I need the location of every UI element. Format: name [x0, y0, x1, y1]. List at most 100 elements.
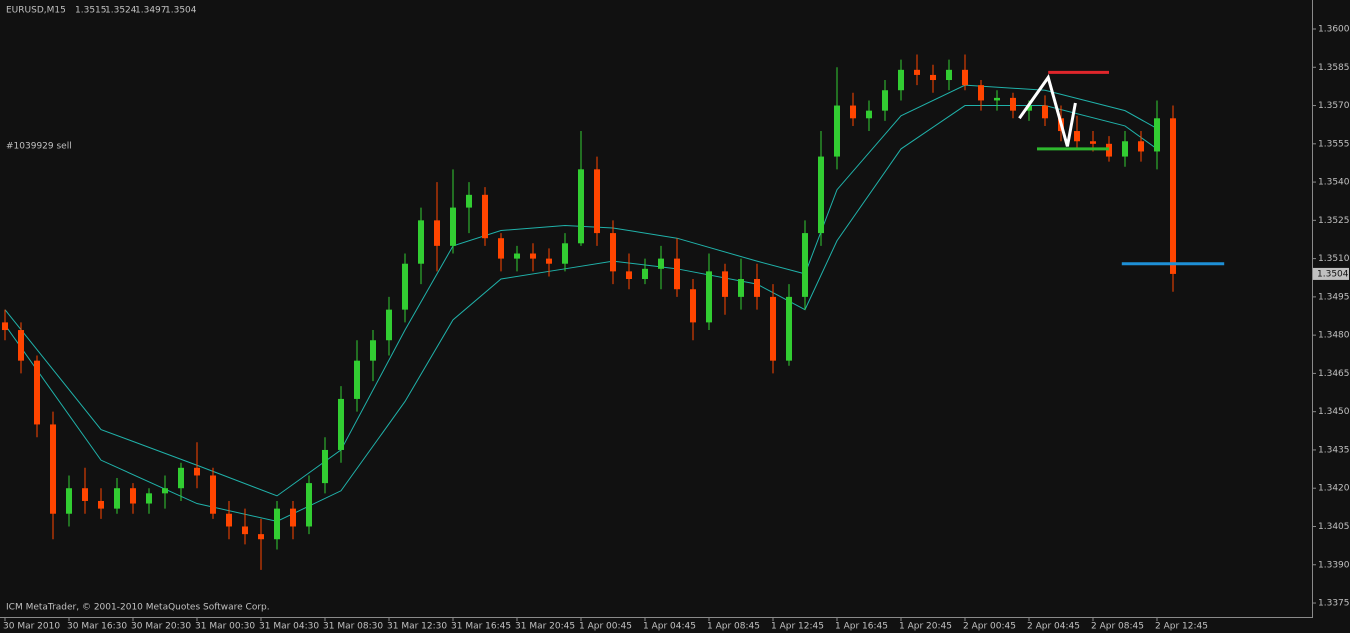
candle-body — [178, 467, 184, 489]
candle-body — [994, 97, 1000, 101]
candle-body — [450, 207, 456, 246]
candle-body — [258, 534, 264, 540]
y-tick-label: 1.3555 — [1318, 139, 1350, 149]
candle-body — [578, 169, 584, 244]
x-tick-label: 1 Apr 20:45 — [899, 622, 952, 632]
x-tick-label: 1 Apr 12:45 — [771, 622, 824, 632]
y-tick-label: 1.3465 — [1318, 369, 1350, 379]
header-quote: 1.3515 — [75, 6, 107, 16]
candle-body — [930, 74, 936, 81]
candle-body — [338, 398, 344, 450]
candle-body — [1074, 131, 1080, 142]
y-tick-label: 1.3495 — [1318, 292, 1350, 302]
y-tick-label: 1.3480 — [1318, 331, 1350, 341]
y-tick-label: 1.3570 — [1318, 101, 1350, 111]
candle-body — [18, 330, 24, 361]
candle-body — [82, 488, 88, 501]
last-price-box — [1313, 267, 1349, 280]
x-tick-label: 2 Apr 12:45 — [1155, 622, 1208, 632]
chart-title: EURUSD,M15 — [6, 6, 66, 16]
candle-body — [98, 500, 104, 509]
candle-body — [706, 271, 712, 323]
x-tick-label: 2 Apr 00:45 — [963, 622, 1016, 632]
last-price-label: 1.3504 — [1317, 269, 1349, 279]
candle-body — [946, 69, 952, 81]
candle-body — [1010, 97, 1016, 111]
candle-body — [226, 513, 232, 527]
candle-body — [1170, 118, 1176, 274]
x-tick-label: 1 Apr 16:45 — [835, 622, 888, 632]
candle-body — [418, 220, 424, 264]
candle-body — [626, 271, 632, 280]
y-tick-label: 1.3450 — [1318, 407, 1350, 417]
candle-body — [290, 508, 296, 527]
candle-body — [1026, 105, 1032, 111]
x-tick-label: 2 Apr 04:45 — [1027, 622, 1080, 632]
candle-body — [690, 289, 696, 323]
candle-body — [802, 233, 808, 297]
candle-body — [210, 475, 216, 514]
y-tick-label: 1.3600 — [1318, 25, 1350, 35]
candle-body — [818, 156, 824, 234]
candle-body — [386, 309, 392, 341]
y-tick-label: 1.3510 — [1318, 254, 1350, 264]
x-tick-label: 1 Apr 08:45 — [707, 622, 760, 632]
header-quote: 1.3497 — [135, 6, 167, 16]
candle-body — [610, 233, 616, 272]
candle-body — [962, 69, 968, 86]
candle-body — [1154, 118, 1160, 152]
candle-body — [738, 279, 744, 297]
y-tick-label: 1.3390 — [1318, 560, 1350, 570]
candle-body — [562, 243, 568, 264]
candle-body — [34, 360, 40, 425]
y-tick-label: 1.3585 — [1318, 63, 1350, 73]
x-tick-label: 31 Mar 20:45 — [515, 622, 575, 632]
candle-body — [370, 340, 376, 361]
y-tick-label: 1.3435 — [1318, 445, 1350, 455]
candle-body — [658, 258, 664, 269]
candle-body — [194, 467, 200, 476]
candle-body — [50, 424, 56, 514]
candle-body — [722, 271, 728, 297]
y-tick-label: 1.3405 — [1318, 522, 1350, 532]
candle-body — [674, 258, 680, 290]
candle-body — [162, 488, 168, 494]
y-tick-label: 1.3540 — [1318, 178, 1350, 188]
x-tick-label: 31 Mar 08:30 — [323, 622, 383, 632]
candle-body — [114, 488, 120, 509]
candle-body — [642, 268, 648, 280]
candle-body — [898, 69, 904, 91]
candle-body — [594, 169, 600, 234]
candle-body — [1138, 141, 1144, 152]
candle-body — [66, 488, 72, 514]
candle-body — [882, 90, 888, 111]
order-label: #1039929 sell — [6, 142, 72, 152]
candle-body — [2, 322, 8, 331]
candle-body — [754, 279, 760, 297]
x-tick-label: 30 Mar 20:30 — [131, 622, 191, 632]
x-tick-label: 31 Mar 12:30 — [387, 622, 447, 632]
candle-body — [242, 526, 248, 535]
candle-body — [354, 360, 360, 399]
candle-body — [402, 263, 408, 310]
candle-body — [1042, 105, 1048, 119]
candle-body — [498, 238, 504, 259]
x-tick-label: 30 Mar 2010 — [3, 622, 60, 632]
header-quote: 1.3504 — [165, 6, 197, 16]
candle-body — [530, 253, 536, 259]
header-quote: 1.3524 — [105, 6, 137, 16]
candle-body — [306, 483, 312, 527]
y-tick-label: 1.3525 — [1318, 216, 1350, 226]
x-tick-label: 31 Mar 04:30 — [259, 622, 319, 632]
x-tick-label: 31 Mar 00:30 — [195, 622, 255, 632]
x-tick-label: 30 Mar 16:30 — [67, 622, 127, 632]
candle-body — [850, 105, 856, 119]
candle-body — [1122, 141, 1128, 157]
candle-body — [546, 258, 552, 264]
candle-body — [434, 220, 440, 246]
zigzag — [1018, 74, 1077, 147]
candle-body — [146, 493, 152, 504]
